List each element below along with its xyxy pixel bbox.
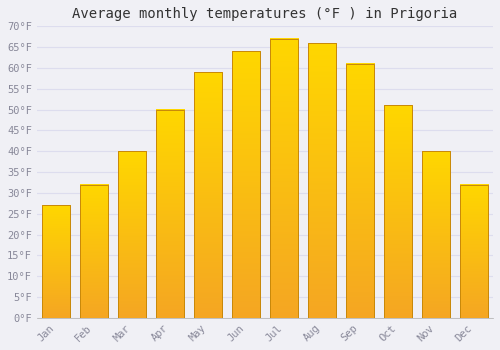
Bar <box>346 64 374 318</box>
Bar <box>270 39 298 318</box>
Bar <box>422 151 450 318</box>
Bar <box>308 43 336 318</box>
Bar <box>118 151 146 318</box>
Bar <box>384 105 412 318</box>
Bar <box>80 184 108 318</box>
Bar <box>460 184 488 318</box>
Bar <box>156 110 184 318</box>
Bar <box>42 205 70 318</box>
Bar <box>232 51 260 318</box>
Bar <box>194 72 222 318</box>
Title: Average monthly temperatures (°F ) in Prigoria: Average monthly temperatures (°F ) in Pr… <box>72 7 458 21</box>
